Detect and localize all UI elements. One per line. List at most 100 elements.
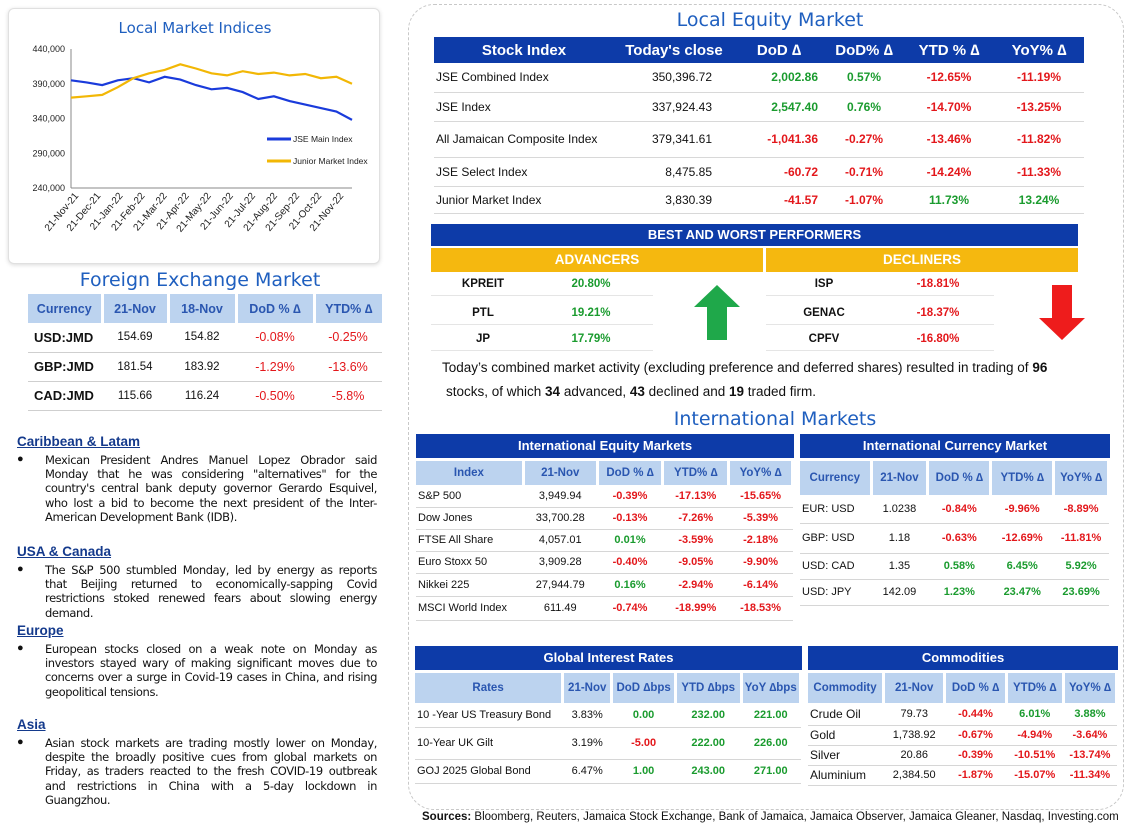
fx-value-current: 115.66 [102, 381, 168, 411]
commodities-title: Commodities [808, 646, 1118, 670]
fx-header: DoD % ∆ [236, 294, 316, 323]
bullet-icon: ● [17, 563, 24, 575]
intl_currency-ytd: 23.47% [990, 579, 1054, 606]
right-panel-frame [408, 4, 1124, 810]
fx-ytd: -0.25% [314, 323, 382, 353]
red-down-arrow-icon [1039, 285, 1085, 340]
commodities-header: YoY% ∆ [1063, 673, 1119, 703]
news-body: The S&P 500 stumbled Monday, led by ener… [45, 563, 377, 620]
intl_currency-row: USD: JPY 142.09 1.23% 23.47% 23.69% [800, 579, 1109, 606]
rates-value: 3.19% [562, 727, 612, 760]
equity-dod-pct: 0.57% [824, 63, 904, 93]
equity-header: DoD% ∆ [835, 41, 893, 59]
advancer-ticker: PTL [472, 307, 494, 319]
advancer-ticker: JP [475, 333, 491, 345]
intl_equity-yoy: -9.90% [728, 551, 793, 574]
rates-yoy: 221.00 [741, 703, 801, 728]
intl_equity-header: YoY% ∆ [728, 461, 794, 485]
decliner-ticker: GENAC [803, 307, 845, 319]
intl-equity-block: International Equity Markets Index 21-Nov D… [416, 434, 794, 621]
intl_equity-header: Index [416, 461, 525, 485]
fx-currency: GBP:JMD [28, 352, 102, 382]
intl_equity-name: FTSE All Share [416, 529, 524, 552]
equity-dod-pct: -0.27% [824, 121, 904, 158]
commodities-table: Commodity 21-Nov DoD % ∆ YTD% ∆ YoY% ∆ Crude … [808, 673, 1119, 786]
equity-row: JSE Select Index 8,475.85 -60.72 -0.71% -14.… [434, 157, 1084, 187]
decliner-change: -18.37% [916, 307, 960, 319]
y-tick-label: 390,000 [32, 79, 65, 89]
green-up-arrow-icon [694, 285, 740, 340]
intl_currency-ytd: 6.45% [990, 553, 1054, 580]
equity-yoy: -13.25% [994, 92, 1084, 122]
intl_currency-value: 1.35 [871, 553, 928, 580]
equity-header: YoY% ∆ [1011, 41, 1067, 59]
fx-value-previous: 183.92 [168, 352, 236, 382]
equity-index-name: JSE Select Index [434, 157, 614, 187]
intl_equity-value: 3,949.94 [523, 485, 598, 508]
intl_equity-ytd: -18.99% [662, 596, 729, 621]
intl_equity-name: S&P 500 [416, 485, 524, 508]
equity-header-row: Stock Index Today's close DoD ∆ DoD% ∆ Y… [434, 37, 1084, 63]
equity-header: Stock Index [481, 41, 567, 59]
intl_equity-yoy: -18.53% [728, 596, 793, 621]
summary-text: advanced, [560, 384, 630, 399]
equity-index-name: JSE Index [434, 92, 614, 122]
intl_equity-value: 611.49 [523, 596, 598, 621]
summary-text: stocks, of which [446, 384, 546, 399]
rates-row: GOJ 2025 Global Bond 6.47% 1.00 243.00 271.0… [415, 759, 801, 784]
commodities-ytd: 6.01% [1006, 703, 1064, 726]
commodities-header-row: Commodity 21-Nov DoD % ∆ YTD% ∆ YoY% ∆ [808, 673, 1119, 703]
intl_currency-yoy: -8.89% [1053, 495, 1109, 524]
commodities-yoy: -3.64% [1063, 725, 1117, 746]
legend-label: JSE Main Index [293, 134, 353, 144]
commodities-dod: -0.44% [944, 703, 1007, 726]
decliner-row: ISP -18.81% [766, 272, 994, 296]
equity-header: Today's close [625, 41, 723, 59]
summary-total: 96 [1032, 360, 1048, 375]
fx-ytd: -13.6% [314, 352, 382, 382]
commodities-name: Gold [808, 725, 884, 746]
performers-title: BEST AND WORST PERFORMERS [431, 224, 1078, 246]
equity-index-name: All Jamaican Composite Index [434, 121, 614, 158]
intl-currency-block: International Currency Market Currency 21-… [800, 434, 1110, 606]
equity-yoy: 13.24% [994, 186, 1084, 214]
commodities-row: Gold 1,738.92 -0.67% -4.94% -3.64% [808, 725, 1117, 746]
news-item: Caribbean & Latam ● Mexican President Andr… [17, 434, 377, 524]
intl_equity-name: Nikkei 225 [416, 573, 524, 597]
summary-declined: 43 [629, 384, 645, 399]
series-line [70, 63, 353, 99]
decliners-header: DECLINERS [766, 248, 1078, 272]
rates-value: 6.47% [562, 759, 612, 784]
advancer-row: PTL 19.21% [431, 301, 653, 325]
intl_currency-value: 1.0238 [871, 495, 928, 524]
intl_equity-dod: -0.13% [597, 507, 663, 530]
rates-header: YTD ∆bps [675, 673, 743, 703]
equity-row: All Jamaican Composite Index 379,341.61 -1… [434, 121, 1084, 158]
bullet-icon: ● [17, 642, 24, 654]
y-tick-label: 240,000 [32, 183, 65, 193]
decliner-row: GENAC -18.37% [766, 301, 994, 325]
intl_currency-name: GBP: USD [800, 523, 872, 554]
summary-text: Today’s combined market activity (exclud… [442, 360, 1033, 375]
commodities-name: Aluminium [808, 765, 884, 786]
equity-ytd: -13.46% [904, 121, 994, 158]
equity-close: 337,924.43 [614, 92, 734, 122]
intl_currency-dod: -0.63% [927, 523, 991, 554]
rates-name: 10 -Year US Treasury Bond [415, 703, 563, 728]
intl_equity-value: 33,700.28 [523, 507, 598, 530]
intl_currency-dod: 0.58% [927, 553, 991, 580]
fx-value-current: 154.69 [102, 323, 168, 353]
commodities-dod: -1.87% [944, 765, 1007, 786]
summary-text: traded firm. [744, 384, 817, 399]
equity-dod: -41.57 [734, 186, 824, 214]
interest-rates-block: Global Interest Rates Rates 21-Nov DoD ∆bps… [415, 646, 802, 784]
rates-ytd: 232.00 [675, 703, 741, 728]
equity-close: 379,341.61 [614, 121, 734, 158]
news-item: Europe ● European stocks closed on a weak … [17, 623, 377, 699]
fx-row: GBP:JMD 181.54 183.92 -1.29% -13.6% [28, 352, 382, 382]
equity-table: Stock Index Today's close DoD ∆ DoD% ∆ Y… [434, 37, 1084, 214]
equity-close: 350,396.72 [614, 63, 734, 93]
intl_currency-ytd: -9.96% [990, 495, 1054, 524]
equity-yoy: -11.19% [994, 63, 1084, 93]
rates-value: 3.83% [562, 703, 612, 728]
